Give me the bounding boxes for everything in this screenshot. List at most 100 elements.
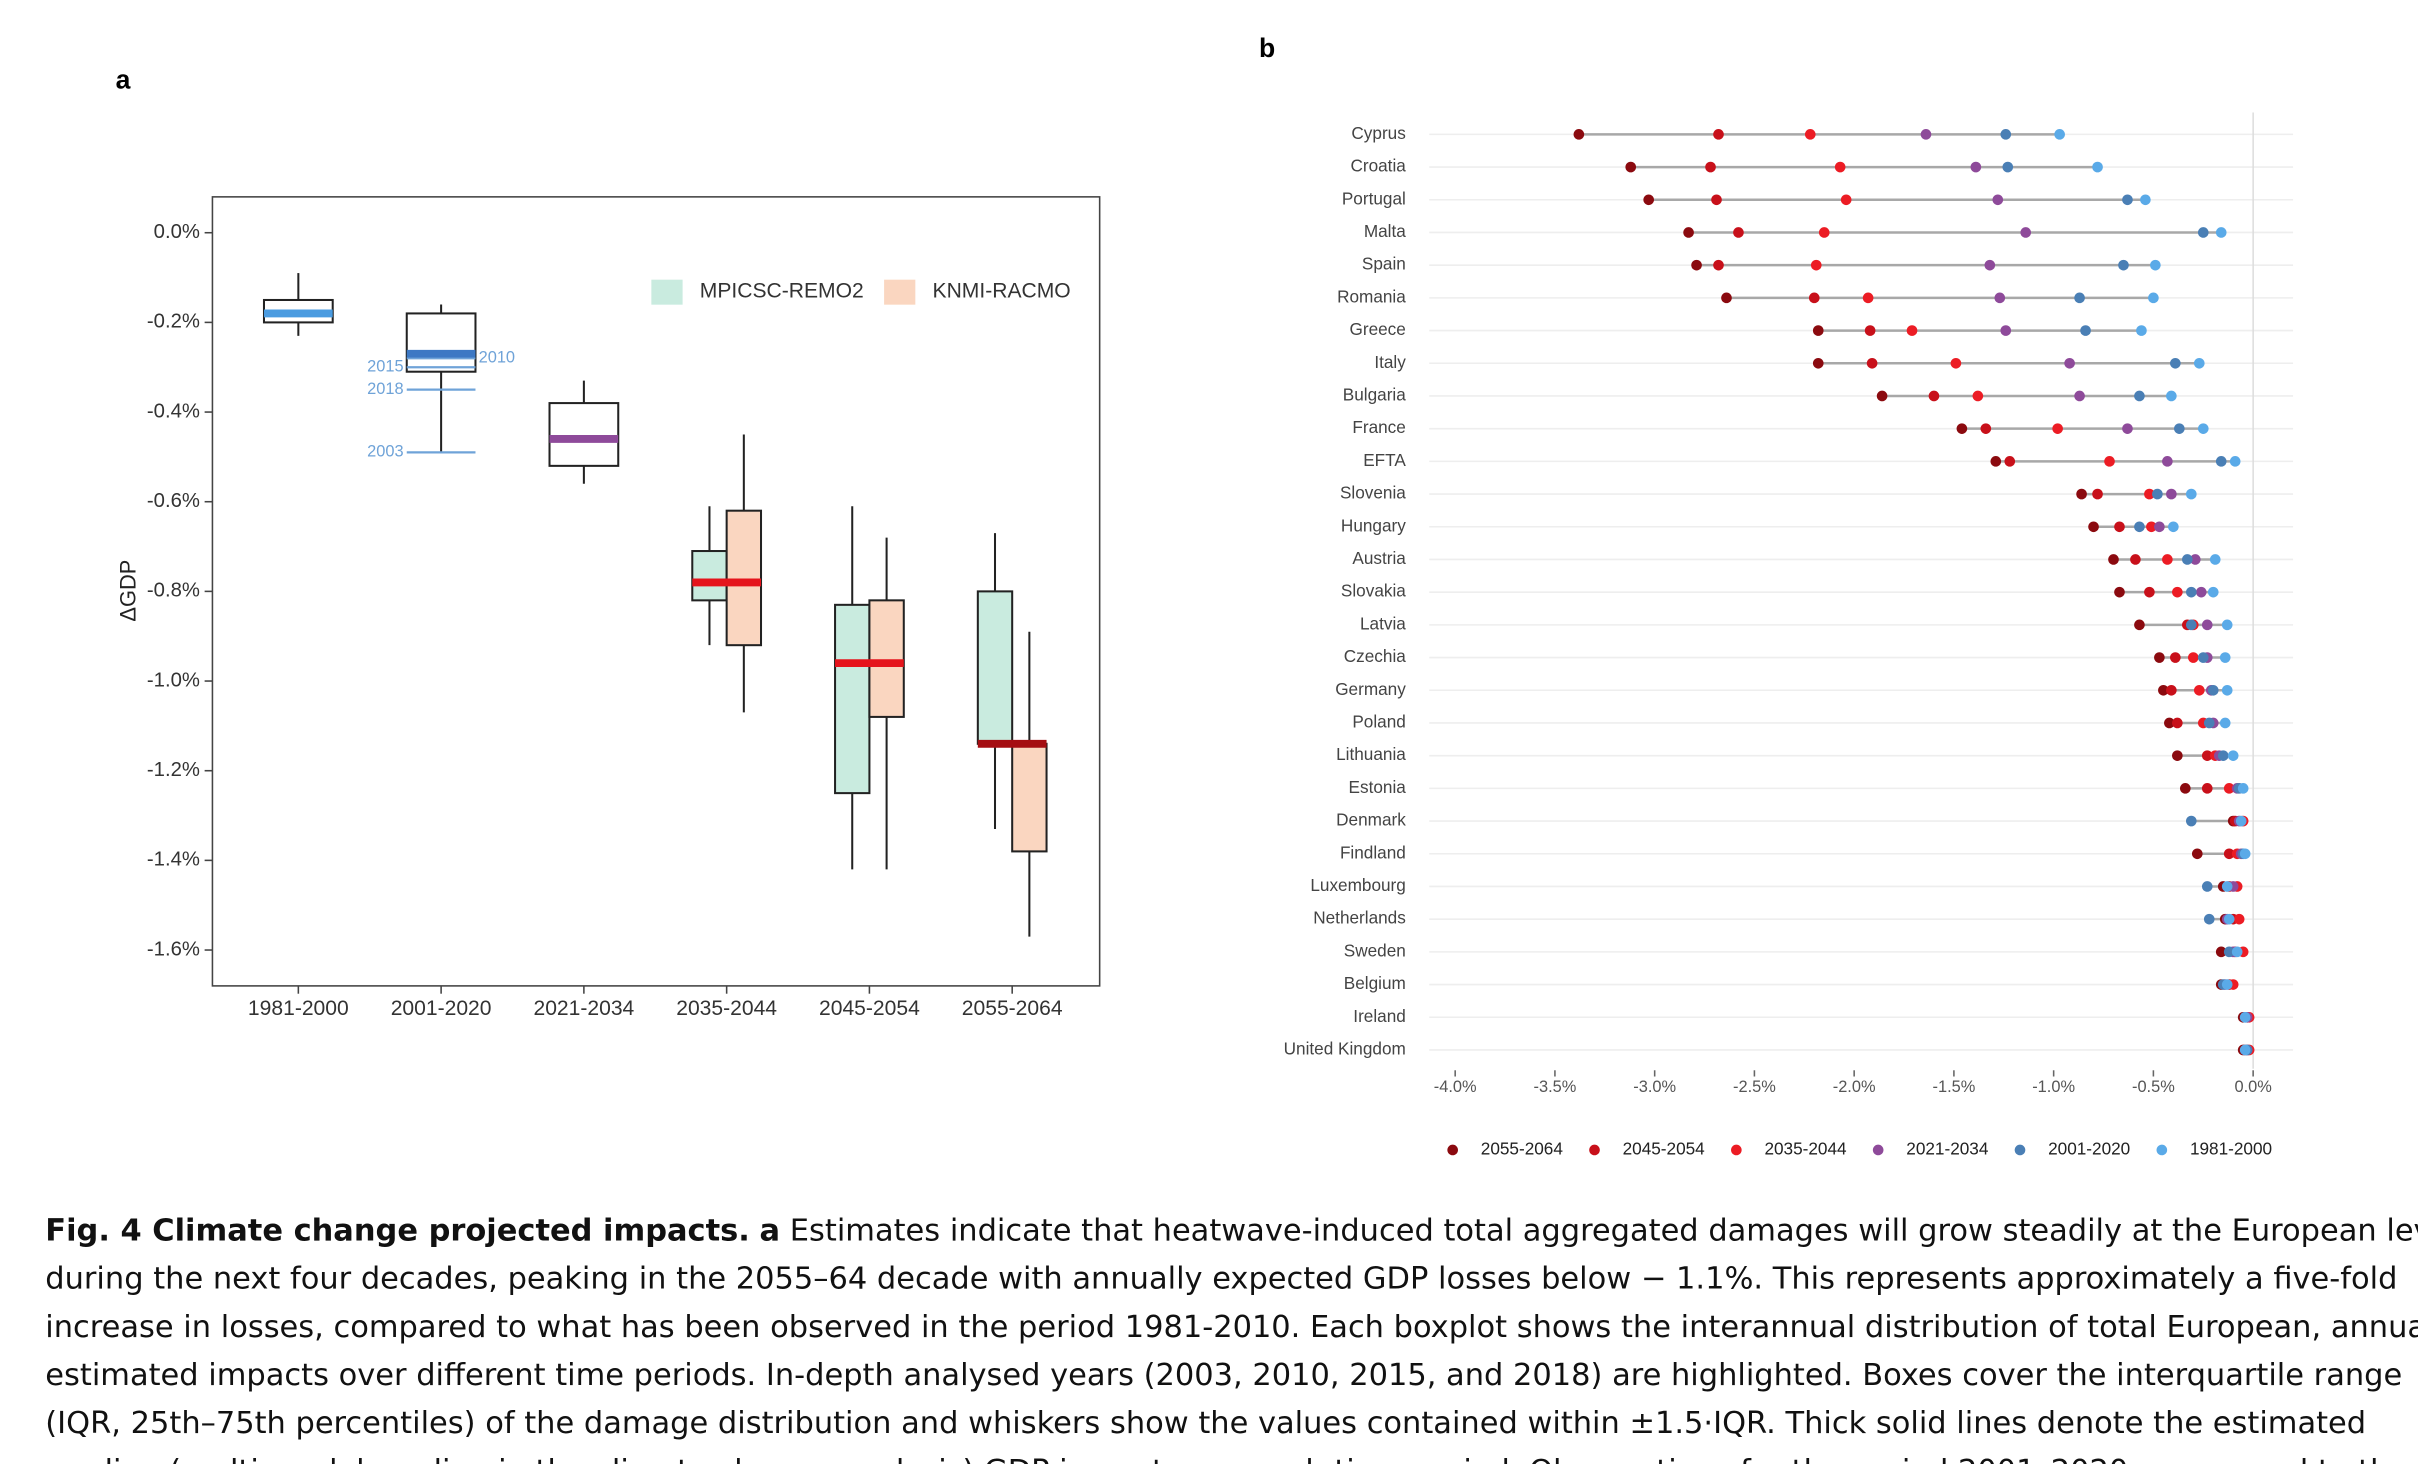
dot — [2168, 521, 2179, 533]
dot — [2114, 521, 2125, 533]
dot — [2074, 390, 2085, 402]
box — [691, 550, 728, 602]
dot — [2187, 652, 2199, 663]
dot — [2193, 357, 2205, 369]
dot — [2118, 259, 2129, 271]
dot — [2108, 554, 2119, 565]
legend-dot — [2014, 1144, 2026, 1156]
highlight-label: 2003 — [367, 443, 403, 461]
dot — [2189, 554, 2201, 565]
highlight-label: 2018 — [367, 380, 403, 398]
panel-label: a — [116, 64, 131, 94]
dot — [2114, 586, 2125, 598]
box — [548, 402, 620, 467]
dot — [2064, 357, 2075, 369]
row-label: Austria — [1352, 548, 1406, 568]
dot — [2181, 554, 2193, 565]
dot — [2203, 913, 2215, 925]
dot — [2000, 129, 2012, 140]
dot — [1733, 227, 1744, 238]
y-tick-label: -0.2% — [147, 311, 200, 333]
dot — [2134, 521, 2145, 533]
dot — [2223, 913, 2235, 925]
dot — [2239, 1044, 2251, 1056]
dot — [2074, 292, 2085, 304]
box — [725, 509, 763, 647]
dot — [1721, 292, 1732, 304]
dot — [2080, 325, 2091, 336]
dot — [2172, 750, 2183, 761]
dot — [2221, 619, 2233, 631]
legend-dot — [2156, 1144, 2168, 1156]
row-label: Portugal — [1342, 188, 1406, 208]
x-tick-label: 2021-2034 — [533, 997, 634, 1020]
x-tick-label: -2.0% — [1833, 1078, 1876, 1096]
row-label: Denmark — [1336, 810, 1406, 830]
dot — [2134, 619, 2145, 631]
dot — [2162, 456, 2173, 467]
dot — [2237, 783, 2249, 794]
dot — [2215, 456, 2227, 467]
dot — [2162, 554, 2173, 565]
dot — [2054, 129, 2065, 140]
row-label: Belgium — [1344, 973, 1406, 993]
dot — [2144, 488, 2155, 500]
row-label: Poland — [1352, 711, 1405, 731]
dot — [2052, 423, 2063, 434]
dot — [1866, 357, 1878, 369]
row-label: Croatia — [1350, 156, 1406, 176]
dot — [2122, 194, 2133, 206]
row-label: Romania — [1337, 286, 1406, 306]
legend-swatch — [884, 279, 916, 305]
x-tick-label: 2045-2054 — [819, 997, 920, 1020]
box — [834, 603, 871, 795]
row-label: Latvia — [1360, 613, 1406, 633]
legend-swatch — [651, 279, 683, 305]
dot — [2219, 652, 2231, 663]
x-tick-label: -0.5% — [2132, 1078, 2175, 1096]
dot — [1972, 390, 1984, 402]
row-label: France — [1352, 417, 1405, 437]
dot — [1643, 194, 1654, 206]
dot — [2223, 946, 2235, 958]
legend-label: 1981-2000 — [2190, 1138, 2272, 1158]
caption-line: increase in losses, compared to what has… — [45, 1310, 2418, 1345]
dot — [2004, 456, 2016, 467]
dot — [2207, 586, 2219, 598]
legend-dot — [1731, 1144, 1742, 1156]
y-tick-label: -1.4% — [147, 849, 200, 871]
dot — [2144, 586, 2155, 598]
dot — [1928, 390, 1940, 402]
dot — [2185, 586, 2197, 598]
y-tick-label: 0.0% — [154, 221, 200, 243]
dot — [2076, 488, 2087, 500]
dot — [2217, 750, 2229, 761]
y-tick-label: -0.6% — [147, 490, 200, 512]
dot — [2201, 750, 2213, 761]
dot — [2130, 554, 2141, 565]
dot — [1691, 259, 1702, 271]
dot — [2104, 456, 2115, 467]
dot — [2223, 848, 2235, 860]
dot — [1810, 259, 1822, 271]
dot — [1808, 292, 1820, 304]
dot — [2000, 325, 2012, 336]
dot — [2229, 456, 2241, 467]
x-tick-label: -4.0% — [1434, 1078, 1477, 1096]
dot — [2148, 292, 2159, 304]
legend-label: 2001-2020 — [2048, 1138, 2130, 1158]
dot — [1713, 259, 1724, 271]
dot — [2193, 684, 2205, 696]
dot — [1980, 423, 1992, 434]
row-label: Netherlands — [1313, 908, 1406, 928]
dot — [1920, 129, 1932, 140]
dot — [2020, 227, 2032, 238]
row-label: Ireland — [1353, 1006, 1406, 1026]
dot — [1625, 161, 1637, 173]
dot — [2140, 194, 2151, 206]
row-label: Sweden — [1344, 940, 1406, 960]
row-label: Luxembourg — [1310, 875, 1405, 895]
dot — [2170, 357, 2181, 369]
dot — [2172, 586, 2183, 598]
